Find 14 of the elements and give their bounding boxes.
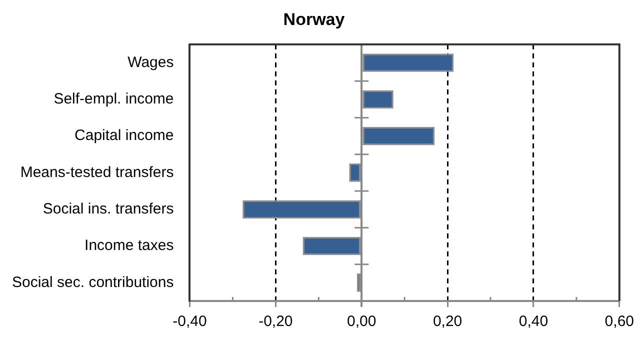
x-tick-label: 0,60 (604, 313, 634, 330)
y-tick-label: Income taxes (84, 237, 174, 254)
x-tick-label: 0,20 (432, 313, 462, 330)
y-tick-label: Self-empl. income (54, 90, 174, 108)
y-tick-label: Wages (128, 54, 174, 71)
chart-title: Norway (283, 10, 346, 29)
y-tick-label: Social ins. transfers (42, 200, 174, 218)
y-tick-label: Social sec. contributions (12, 274, 174, 291)
y-tick-label: Means-tested transfers (20, 164, 174, 181)
x-tick-label: -0,40 (172, 313, 207, 330)
y-tick-label: Capital income (74, 127, 174, 144)
x-tick-label: 0,40 (518, 313, 548, 330)
x-tick-label: -0,20 (258, 313, 293, 330)
x-tick-label: 0,00 (347, 313, 376, 330)
